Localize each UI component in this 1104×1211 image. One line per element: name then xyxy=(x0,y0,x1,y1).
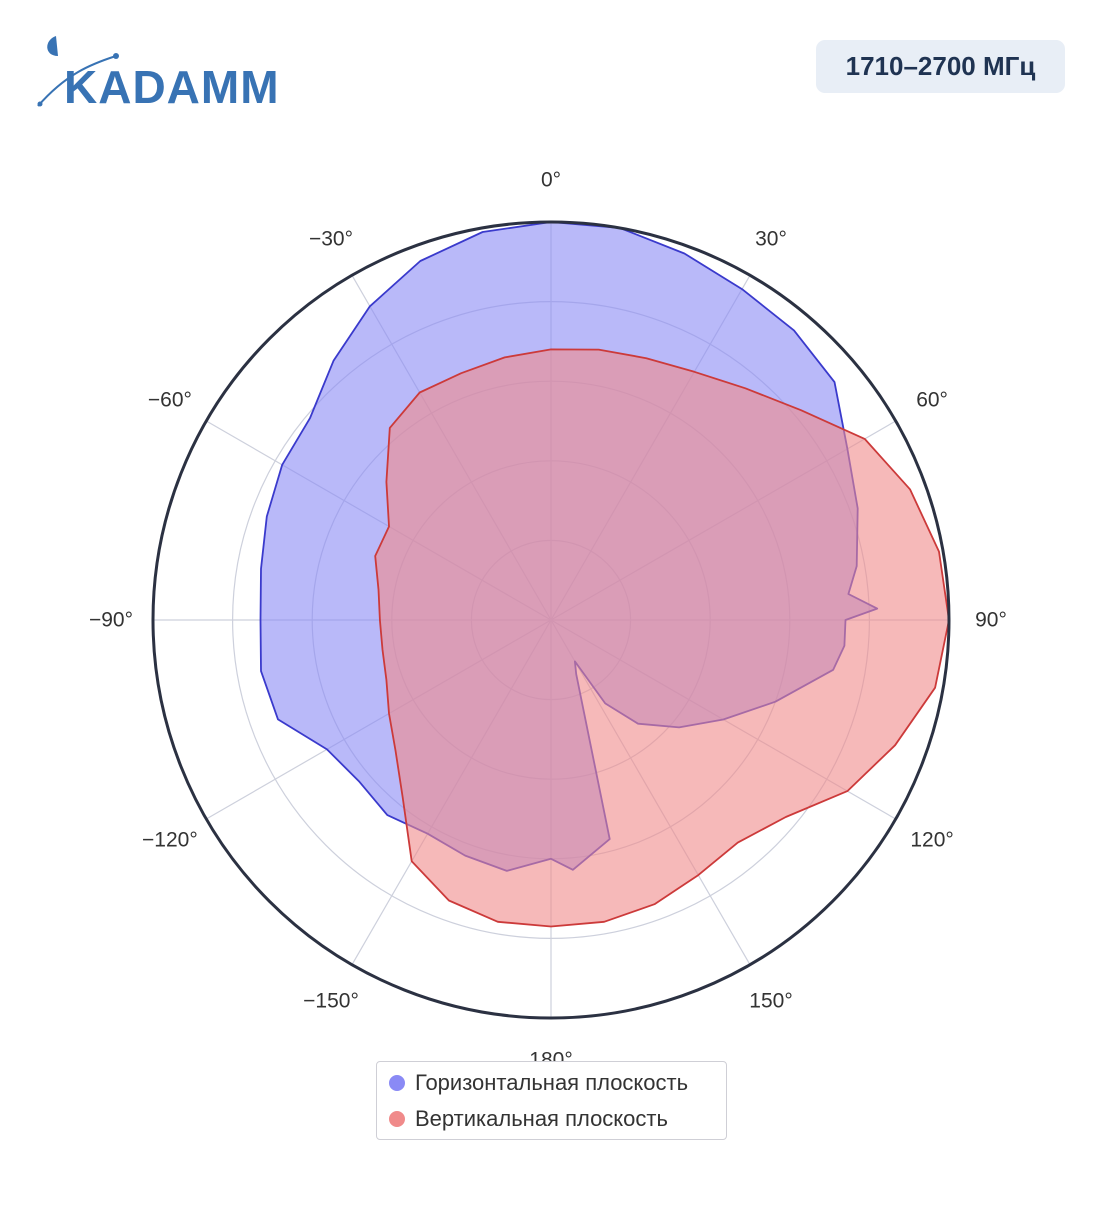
legend-item-vertical[interactable]: Вертикальная плоскость xyxy=(389,1104,668,1134)
frequency-badge: 1710–2700 МГц xyxy=(816,40,1065,93)
angle-tick-label: 120° xyxy=(910,829,953,852)
logo-mark-icon xyxy=(37,36,119,107)
legend-item-horizontal[interactable]: Горизонтальная плоскость xyxy=(389,1068,688,1098)
angle-tick-label: −90° xyxy=(89,609,133,632)
angle-tick-label: −30° xyxy=(309,227,353,250)
legend-label-vertical: Вертикальная плоскость xyxy=(415,1106,668,1131)
outer-ring xyxy=(151,220,951,1020)
series-layer xyxy=(259,221,950,928)
series-vertical-plane xyxy=(374,348,950,928)
legend-swatch-vertical xyxy=(389,1111,405,1127)
angle-tick-label: 30° xyxy=(755,227,787,250)
angle-tick-label: −120° xyxy=(142,829,198,852)
legend-label-horizontal: Горизонтальная плоскость xyxy=(415,1070,689,1095)
logo-text: KADAMM xyxy=(64,61,280,113)
angle-tick-label: 90° xyxy=(975,609,1007,632)
legend: Горизонтальная плоскость Вертикальная пл… xyxy=(376,1061,727,1140)
angle-tick-label: 60° xyxy=(916,389,948,412)
angle-tick-label: −60° xyxy=(148,389,192,412)
angular-tick-labels: 0°30°60°90°120°150°180°−150°−120°−90°−60… xyxy=(89,169,1007,1072)
angle-tick-label: 0° xyxy=(541,169,561,192)
angle-tick-label: −150° xyxy=(303,990,359,1013)
legend-swatch-horizontal xyxy=(389,1075,405,1091)
kadamm-logo: KADAMM xyxy=(36,34,296,114)
angle-tick-label: 150° xyxy=(749,990,792,1013)
